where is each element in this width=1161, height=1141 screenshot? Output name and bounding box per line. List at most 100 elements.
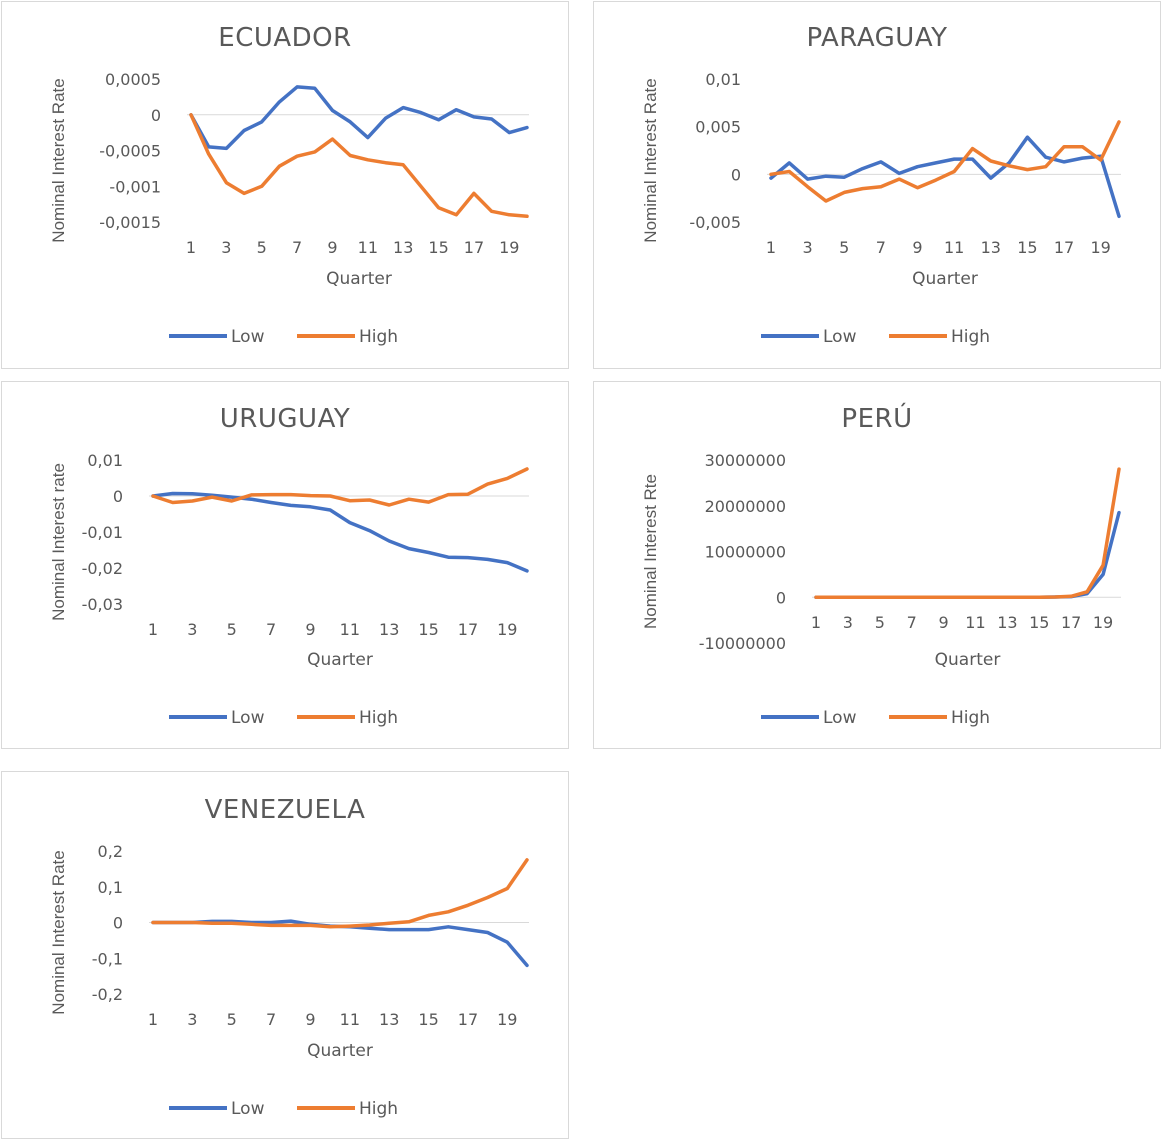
peru-x-tick-label: 13 bbox=[997, 613, 1017, 632]
uruguay-x-tick-label: 15 bbox=[418, 620, 438, 639]
paraguay-x-tick-label: 17 bbox=[1054, 238, 1074, 257]
uruguay-x-tick-label: 1 bbox=[148, 620, 158, 639]
peru-y-tick-label: 10000000 bbox=[705, 543, 786, 562]
ecuador-x-tick-label: 11 bbox=[358, 238, 378, 257]
ecuador-series-high-line bbox=[189, 113, 529, 219]
venezuela-chart-title: VENEZUELA bbox=[205, 795, 366, 825]
peru-x-tick-label: 3 bbox=[843, 613, 853, 632]
paraguay-x-tick-label: 7 bbox=[876, 238, 886, 257]
venezuela-x-axis-label: Quarter bbox=[307, 1041, 373, 1061]
chart-panel-peru: PERÚ 30000000 20000000 10000000 0 -10000000 1 3… bbox=[593, 381, 1161, 749]
chart-panel-paraguay: PARAGUAY 0,01 0,005 0 -0,005 1 3 5 7 9 11 13 15 17 19 Q… bbox=[593, 1, 1161, 369]
venezuela-x-tick-label: 19 bbox=[497, 1010, 517, 1029]
ecuador-x-tick-label: 13 bbox=[393, 238, 413, 257]
paraguay-x-tick-label: 19 bbox=[1091, 238, 1111, 257]
ecuador-y-tick-label: -0,0005 bbox=[99, 142, 161, 161]
uruguay-x-tick-label: 9 bbox=[305, 620, 315, 639]
venezuela-x-tick-label: 13 bbox=[379, 1010, 399, 1029]
ecuador-y-tick-label: -0,0015 bbox=[99, 213, 161, 232]
paraguay-x-tick-label: 13 bbox=[981, 238, 1001, 257]
peru-x-tick-label: 5 bbox=[875, 613, 885, 632]
ecuador-x-tick-label: 5 bbox=[257, 238, 267, 257]
uruguay-series-high-line bbox=[151, 467, 529, 507]
venezuela-x-tick-label: 17 bbox=[458, 1010, 478, 1029]
uruguay-x-tick-label: 11 bbox=[340, 620, 360, 639]
paraguay-legend-label-low: Low bbox=[823, 327, 857, 347]
chart-panel-uruguay: URUGUAY 0,01 0 -0,01 -0,02 -0,03 1 3 5 7 9 11 13 15 17… bbox=[1, 381, 569, 749]
ecuador-y-tick-label: 0 bbox=[151, 106, 161, 125]
venezuela-legend-label-low: Low bbox=[231, 1099, 265, 1119]
chart-panel-ecuador: ECUADOR 0,0005 0 -0,0005 -0,001 -0,0015 1 3 5 7 9 1… bbox=[1, 1, 569, 369]
uruguay-x-tick-label: 5 bbox=[227, 620, 237, 639]
uruguay-legend-label-high: High bbox=[359, 708, 398, 728]
ecuador-x-tick-label: 7 bbox=[292, 238, 302, 257]
ecuador-series-low-line bbox=[189, 85, 529, 151]
paraguay-chart-title: PARAGUAY bbox=[807, 23, 948, 53]
ecuador-y-tick-label: 0,0005 bbox=[105, 70, 161, 89]
peru-y-tick-label: 20000000 bbox=[705, 497, 786, 516]
paraguay-x-tick-label: 5 bbox=[839, 238, 849, 257]
ecuador-chart-svg: ECUADOR 0,0005 0 -0,0005 -0,001 -0,0015 1 3 5 7 9 1… bbox=[49, 23, 529, 347]
venezuela-x-tick-label: 15 bbox=[418, 1010, 438, 1029]
uruguay-series-low-line bbox=[151, 491, 529, 573]
ecuador-legend-label-high: High bbox=[359, 327, 398, 347]
ecuador-chart-title: ECUADOR bbox=[218, 23, 351, 53]
venezuela-x-tick-label: 1 bbox=[148, 1010, 158, 1029]
uruguay-y-tick-label: -0,02 bbox=[82, 559, 123, 578]
uruguay-x-axis-label: Quarter bbox=[307, 650, 373, 670]
peru-x-tick-label: 17 bbox=[1061, 613, 1081, 632]
paraguay-x-tick-label: 11 bbox=[944, 238, 964, 257]
venezuela-y-tick-label: -0,1 bbox=[92, 949, 123, 968]
venezuela-legend-label-high: High bbox=[359, 1099, 398, 1119]
uruguay-y-tick-label: 0,01 bbox=[87, 451, 123, 470]
paraguay-legend-label-high: High bbox=[951, 327, 990, 347]
uruguay-x-tick-label: 13 bbox=[379, 620, 399, 639]
peru-x-tick-label: 11 bbox=[965, 613, 985, 632]
paraguay-y-tick-label: 0 bbox=[731, 165, 741, 184]
peru-x-tick-label: 7 bbox=[907, 613, 917, 632]
ecuador-y-tick-label: -0,001 bbox=[109, 177, 161, 196]
peru-y-axis-label: Nominal Interest Rte bbox=[641, 474, 660, 629]
venezuela-x-tick-label: 3 bbox=[187, 1010, 197, 1029]
ecuador-legend-label-low: Low bbox=[231, 327, 265, 347]
uruguay-legend-label-low: Low bbox=[231, 708, 265, 728]
peru-x-axis-label: Quarter bbox=[935, 650, 1001, 670]
peru-legend-label-high: High bbox=[951, 708, 990, 728]
uruguay-chart-title: URUGUAY bbox=[220, 404, 350, 434]
peru-y-tick-label: 0 bbox=[776, 588, 786, 607]
uruguay-x-tick-label: 17 bbox=[458, 620, 478, 639]
venezuela-y-tick-label: -0,2 bbox=[92, 985, 123, 1004]
venezuela-y-tick-label: 0 bbox=[113, 914, 123, 933]
ecuador-x-tick-label: 9 bbox=[327, 238, 337, 257]
venezuela-series-high-line bbox=[151, 858, 529, 929]
uruguay-y-axis-label: Nominal Interest rate bbox=[49, 463, 68, 621]
ecuador-y-axis-label: Nominal Interest Rate bbox=[49, 78, 68, 242]
ecuador-x-tick-label: 3 bbox=[221, 238, 231, 257]
ecuador-x-tick-label: 15 bbox=[428, 238, 448, 257]
venezuela-x-tick-label: 7 bbox=[266, 1010, 276, 1029]
peru-series-high-line bbox=[814, 467, 1121, 600]
peru-legend-label-low: Low bbox=[823, 708, 857, 728]
paraguay-series-low-line bbox=[769, 135, 1121, 219]
peru-y-tick-label: -10000000 bbox=[699, 634, 786, 653]
paraguay-y-tick-label: -0,005 bbox=[689, 213, 741, 232]
venezuela-y-tick-label: 0,2 bbox=[98, 842, 123, 861]
paraguay-y-tick-label: 0,01 bbox=[705, 70, 741, 89]
paraguay-series-high-line bbox=[769, 120, 1121, 203]
peru-chart-title: PERÚ bbox=[841, 402, 912, 434]
uruguay-y-tick-label: -0,03 bbox=[82, 595, 123, 614]
venezuela-x-tick-label: 9 bbox=[305, 1010, 315, 1029]
paraguay-x-axis-label: Quarter bbox=[912, 269, 978, 289]
peru-x-tick-label: 15 bbox=[1029, 613, 1049, 632]
paraguay-x-tick-label: 3 bbox=[803, 238, 813, 257]
ecuador-x-axis-label: Quarter bbox=[326, 269, 392, 289]
peru-x-tick-label: 1 bbox=[811, 613, 821, 632]
peru-x-tick-label: 19 bbox=[1093, 613, 1113, 632]
uruguay-y-tick-label: 0 bbox=[113, 487, 123, 506]
venezuela-y-axis-label: Nominal Interest Rate bbox=[49, 850, 68, 1014]
paraguay-x-tick-label: 15 bbox=[1017, 238, 1037, 257]
